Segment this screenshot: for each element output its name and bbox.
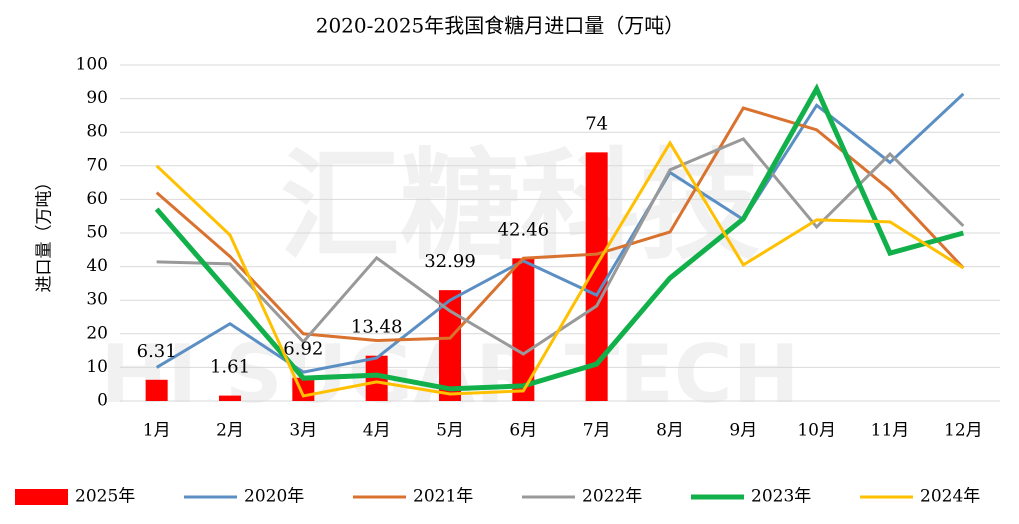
legend-label: 2020年	[244, 487, 304, 507]
data-label: 13.48	[351, 317, 403, 338]
bar	[585, 152, 608, 401]
legend-label: 2023年	[751, 487, 811, 507]
bar	[439, 290, 461, 401]
data-label: 6.92	[283, 339, 323, 360]
x-tick-label: 2月	[216, 421, 244, 441]
legend-label: 2022年	[582, 487, 642, 507]
y-tick-label: 90	[86, 88, 108, 108]
legend-label: 2024年	[920, 487, 980, 507]
bar	[365, 355, 388, 401]
legend-label: 2021年	[413, 487, 473, 507]
y-tick-label: 60	[86, 189, 108, 209]
data-label: 42.46	[498, 219, 550, 240]
legend-swatch	[15, 489, 68, 505]
x-tick-label: 12月	[944, 421, 983, 441]
y-axis-label: 进口量（万吨）	[35, 174, 55, 293]
y-tick-label: 0	[97, 391, 108, 411]
x-tick-label: 1月	[143, 421, 171, 441]
y-tick-label: 40	[86, 256, 108, 276]
x-tick-label: 4月	[363, 421, 391, 441]
y-tick-label: 30	[86, 290, 108, 310]
bar	[512, 258, 535, 401]
data-label: 74	[585, 113, 608, 134]
y-tick-label: 70	[86, 155, 108, 175]
y-tick-label: 80	[86, 122, 108, 142]
y-tick-label: 10	[86, 357, 108, 377]
x-tick-label: 9月	[729, 421, 757, 441]
x-tick-label: 6月	[509, 421, 537, 441]
y-tick-label: 50	[86, 223, 108, 243]
y-tick-label: 20	[86, 323, 108, 343]
chart-title: 2020-2025年我国食糖月进口量（万吨）	[316, 14, 685, 38]
x-tick-label: 7月	[583, 421, 611, 441]
bar	[219, 395, 241, 401]
x-tick-label: 8月	[656, 421, 684, 441]
line	[154, 83, 964, 392]
x-tick-label: 10月	[797, 421, 836, 441]
data-label: 6.31	[137, 341, 177, 362]
line	[155, 106, 965, 343]
y-tick-label: 100	[76, 55, 108, 75]
x-tick-label: 11月	[871, 421, 910, 441]
x-tick-label: 3月	[289, 421, 317, 441]
data-label: 32.99	[424, 251, 476, 272]
legend-label: 2025年	[75, 487, 135, 507]
bar	[145, 379, 168, 401]
line	[155, 140, 965, 398]
watermark: 汇糖科技	[280, 138, 760, 277]
x-tick-label: 5月	[436, 421, 464, 441]
data-label: 1.61	[210, 357, 250, 378]
